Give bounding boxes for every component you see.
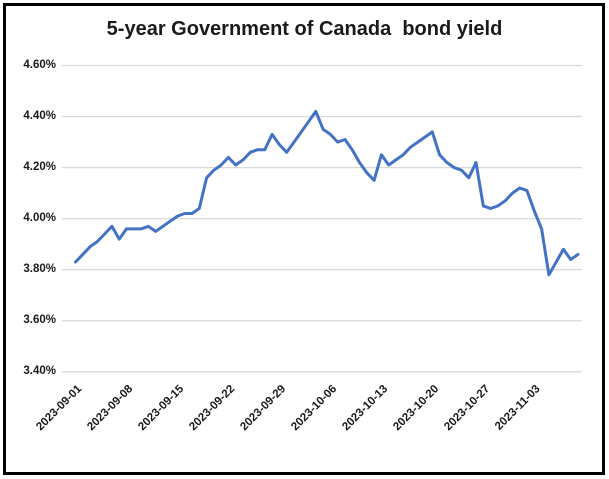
y-axis-tick-label: 4.40% — [23, 110, 56, 123]
y-axis-tick-label: 3.80% — [23, 263, 56, 276]
y-axis-tick-label: 4.20% — [23, 161, 56, 174]
y-axis-tick-label: 3.40% — [23, 365, 56, 378]
y-axis-tick-label: 4.00% — [23, 212, 56, 225]
chart-title: 5-year Government of Canada bond yield — [106, 18, 503, 40]
y-axis-tick-label: 3.60% — [23, 314, 56, 327]
y-axis-tick-label: 4.60% — [23, 59, 56, 71]
yield-line-series — [74, 109, 580, 277]
